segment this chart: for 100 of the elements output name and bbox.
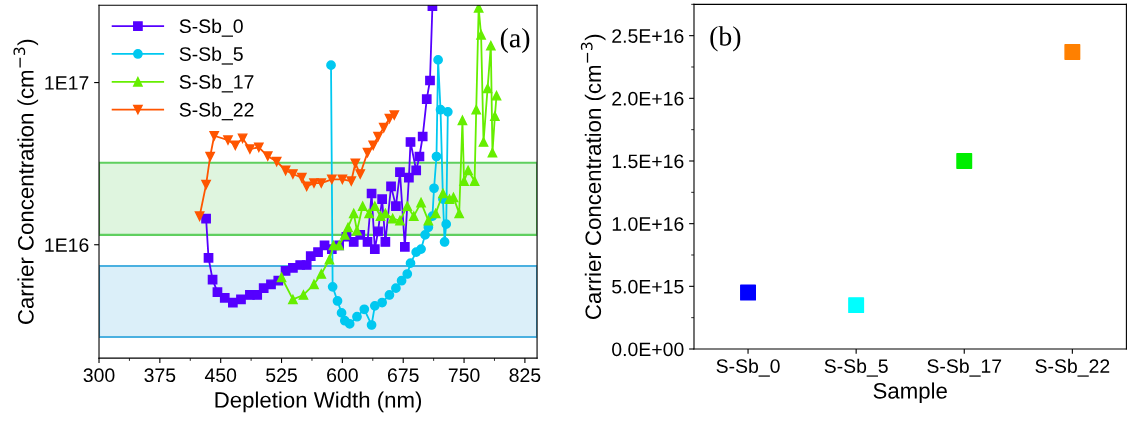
point [457,115,468,126]
point [357,201,368,211]
legend-label: S-Sb_0 [179,18,243,37]
point [433,55,443,65]
point [459,176,469,186]
point [313,247,323,258]
point [416,244,426,254]
point [491,90,502,101]
x-tick-label: 300 [83,368,115,383]
point [439,237,450,247]
point [194,211,205,222]
y-tick-label: 0.0E+00 [612,342,684,357]
legend-label: S-Sb_5 [179,46,243,65]
x-tick-label: 450 [204,368,237,383]
point [399,242,410,252]
x-tick-label: 375 [144,368,176,383]
point [236,294,246,305]
point [348,208,359,219]
point [387,213,398,224]
point [420,230,430,240]
point [288,294,298,305]
x-tick-label: S-Sb_22 [1035,358,1110,377]
point [423,215,434,226]
point [389,110,400,120]
point [425,75,435,86]
point [332,296,343,306]
point [237,133,248,144]
x-tick-label: 600 [327,368,358,383]
point [463,165,473,176]
point [219,293,230,303]
point [442,106,453,117]
point [326,174,337,185]
point [380,237,391,247]
point [327,281,338,292]
point [391,283,401,293]
point [490,111,500,122]
point [352,225,362,236]
point [368,140,379,151]
point [416,197,426,208]
point [288,169,298,179]
point [395,167,405,178]
y-tick-label: 1.5E+16 [612,154,684,169]
x-axis-title: Depletion Width (nm) [215,391,422,413]
point [359,304,370,315]
x-tick-label: S-Sb_0 [716,358,780,377]
point [386,181,396,192]
point [377,194,387,205]
point [203,253,214,263]
y-tick-label: 5.0E+15 [612,279,684,294]
point [395,215,405,226]
point [421,94,432,105]
point [309,279,319,290]
x-tick-label: 750 [448,368,480,383]
point [337,174,348,185]
point [316,269,327,279]
point [343,222,353,233]
legend-label: S-Sb_17 [179,74,254,93]
point [296,172,307,183]
point [408,211,419,222]
point [362,147,373,158]
point [369,201,380,211]
y-tick-label: 2.0E+16 [612,91,684,106]
point [201,179,211,190]
point [326,60,336,71]
point [209,130,220,141]
y-tick-label: 1E17 [45,76,89,90]
point [429,183,439,194]
point [336,308,347,318]
point [485,40,496,51]
legend-label: S-Sb_22 [179,102,254,121]
point [441,219,452,229]
point [309,178,319,188]
y-tick-label: 1E16 [45,238,89,252]
point [487,147,498,158]
point [405,137,416,147]
point [205,151,216,162]
point [482,83,493,94]
point [352,311,362,322]
point [301,260,312,270]
point [350,158,361,169]
point [366,320,377,330]
point [262,151,273,161]
point [384,290,395,300]
point [301,181,312,192]
point [402,269,413,279]
point [298,290,309,300]
point [230,140,241,151]
y-tick-label: 2.5E+16 [612,29,684,43]
x-tick-label: 525 [266,368,297,383]
point [252,290,263,300]
point [396,275,407,286]
x-tick-label: 675 [387,368,419,383]
point [271,156,282,167]
x-tick-label: S-Sb_5 [824,358,888,377]
y-axis-title: Carrier Concentration (cm$^{−3}$) [580,34,606,319]
point [391,201,401,211]
point [346,176,357,186]
y-axis-title: Carrier Concentration (cm$^{−3}$) [13,39,39,324]
point [476,29,486,40]
point [373,131,383,142]
